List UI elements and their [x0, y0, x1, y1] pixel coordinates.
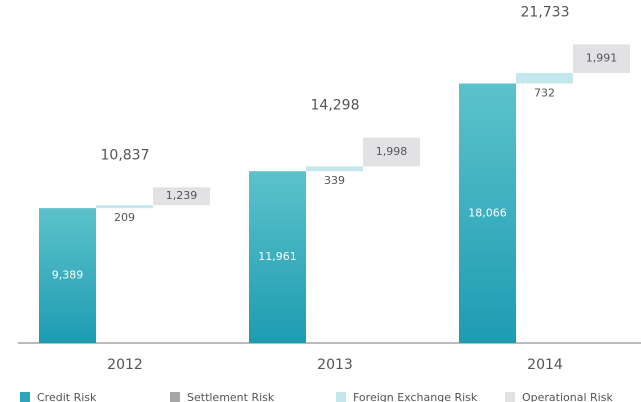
- legend-label: Foreign Exchange Risk: [353, 391, 478, 402]
- total-label: 21,733: [521, 4, 570, 20]
- data-label: 9,389: [52, 269, 84, 282]
- bar: [363, 137, 420, 167]
- data-label: 339: [324, 174, 345, 187]
- data-label: 732: [534, 87, 555, 100]
- legend-label: Credit Risk: [37, 391, 97, 402]
- total-label: 10,837: [101, 147, 150, 163]
- total-label: 14,298: [311, 98, 360, 114]
- bar: [573, 44, 630, 73]
- x-tick-label: 2013: [317, 357, 353, 373]
- bar: [516, 72, 573, 84]
- legend-swatch: [336, 392, 346, 402]
- bar: [39, 208, 96, 343]
- data-label: 18,066: [468, 206, 507, 219]
- x-tick-label: 2012: [107, 357, 143, 373]
- x-tick-label: 2014: [527, 357, 563, 373]
- legend-swatch: [505, 392, 515, 402]
- bar: [96, 205, 153, 209]
- bar: [459, 83, 516, 344]
- legend-swatch: [20, 392, 30, 402]
- bar: [249, 171, 306, 343]
- legend-label: Operational Risk: [522, 391, 613, 402]
- legend-swatch: [170, 392, 180, 402]
- data-label: 209: [114, 211, 135, 224]
- data-label: 1,239: [166, 189, 198, 202]
- data-label: 1,991: [586, 52, 618, 65]
- bar: [153, 187, 210, 206]
- data-label: 11,961: [258, 250, 297, 263]
- legend-label: Settlement Risk: [187, 391, 275, 402]
- data-label: 1,998: [376, 145, 408, 158]
- bar: [306, 166, 363, 172]
